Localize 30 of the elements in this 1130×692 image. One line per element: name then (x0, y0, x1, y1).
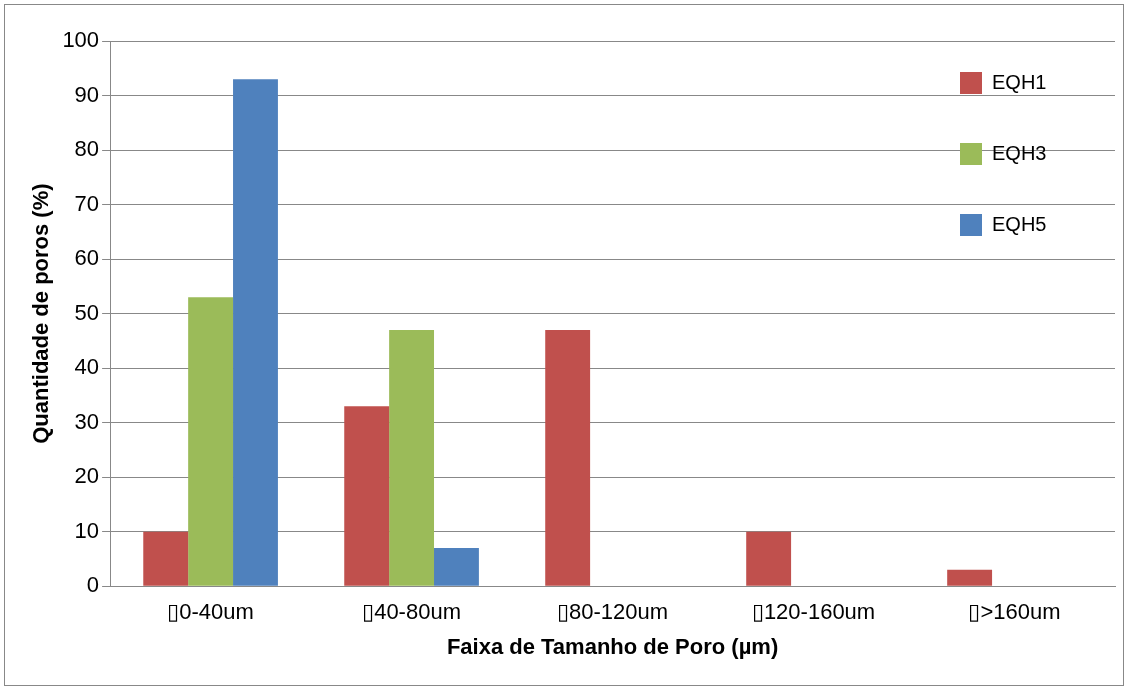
legend-label: EQH5 (992, 213, 1047, 236)
y-tick-label: 0 (86, 572, 100, 598)
bar (389, 329, 435, 586)
bar (233, 79, 278, 586)
y-tick-label: 60 (74, 245, 100, 271)
bar (143, 531, 189, 586)
x-tick-label: ▯0-40um (167, 599, 254, 625)
y-tick-label: 100 (62, 27, 100, 53)
x-tick-label: ▯80-120um (557, 599, 669, 625)
y-tick-label: 70 (74, 190, 100, 216)
y-tick-label: 40 (74, 354, 100, 380)
legend-label: EQH1 (992, 71, 1047, 94)
x-tick-label: ▯>160um (968, 599, 1061, 625)
x-axis-title: Faixa de Tamanho de Poro (µm) (446, 633, 779, 659)
y-axis-title: Quantidade de poros (%) (28, 183, 54, 444)
bar (344, 406, 390, 586)
bar (434, 548, 479, 586)
y-tick-label: 50 (74, 299, 100, 325)
legend-label: EQH3 (992, 142, 1047, 165)
y-tick-label: 80 (74, 136, 100, 162)
x-tick-label: ▯120-160um (751, 599, 876, 625)
y-tick-label: 10 (74, 517, 100, 543)
bar (746, 531, 792, 586)
y-tick-label: 30 (74, 408, 100, 434)
bar (188, 297, 234, 586)
bar (947, 569, 993, 586)
y-tick-label: 90 (74, 81, 100, 107)
x-tick-label: ▯40-80um (362, 599, 461, 625)
bar (545, 329, 591, 586)
y-tick-label: 20 (74, 463, 100, 489)
